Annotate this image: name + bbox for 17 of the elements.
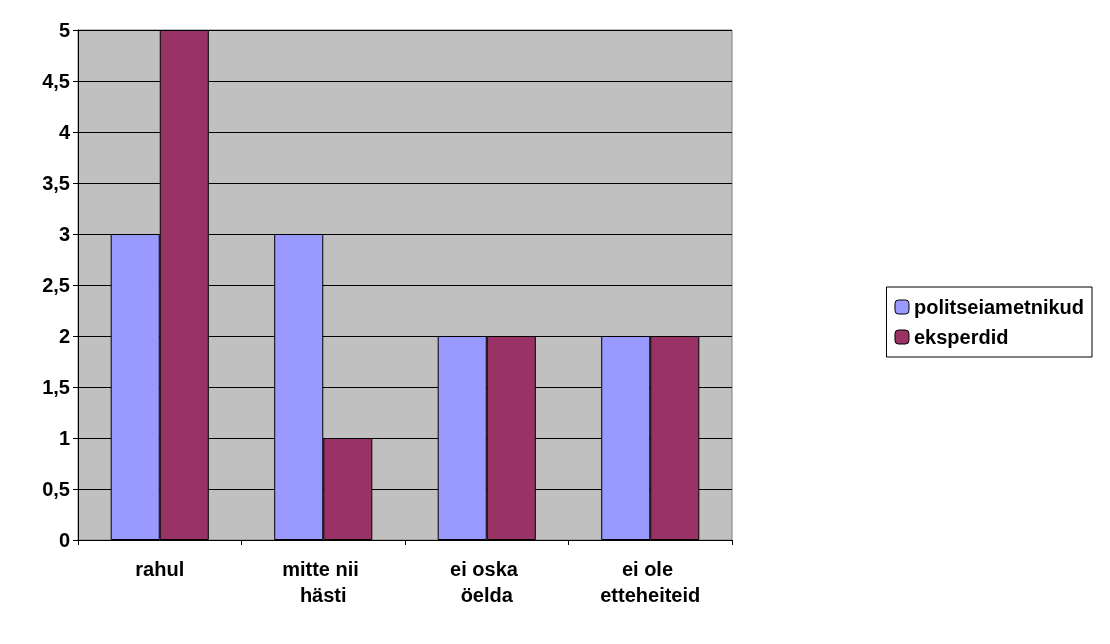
y-tick-label: 4,5 <box>42 70 70 92</box>
legend-label: eksperdid <box>913 326 1009 348</box>
y-tick-label: 4 <box>58 121 71 143</box>
y-tick-label: 1 <box>58 427 70 449</box>
y-tick-label: 3,5 <box>42 172 70 194</box>
x-tick-label: ei oska öelda <box>450 558 524 606</box>
y-tick-label: 2,5 <box>42 274 70 296</box>
x-tick-label: ei ole etteheiteid <box>600 558 701 606</box>
x-tick-label: mitte nii hästi <box>282 558 365 606</box>
y-tick-label: 0,5 <box>42 478 70 500</box>
y-tick-label: 3 <box>58 223 70 245</box>
x-tick-label: rahul <box>135 558 185 580</box>
y-tick-label: 2 <box>58 325 70 347</box>
y-tick-label: 5 <box>58 19 70 41</box>
y-tick-label: 1,5 <box>42 376 70 398</box>
y-tick-label: 0 <box>58 529 70 551</box>
legend-label: politseiametnikud <box>913 296 1084 318</box>
